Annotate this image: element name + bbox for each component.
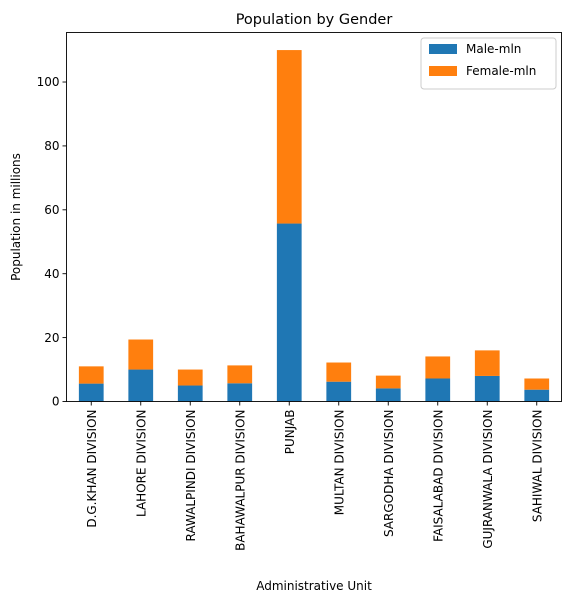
y-tick-label: 100 — [37, 75, 60, 89]
bar-female-7 — [425, 356, 451, 379]
y-tick-label: 40 — [44, 267, 59, 281]
bar-male-0 — [78, 383, 104, 402]
bar-male-6 — [375, 388, 401, 402]
legend-swatch-female — [429, 66, 457, 76]
x-tick-label: MULTAN DIVISION — [332, 410, 346, 516]
x-tick-label: BAHAWALPUR DIVISION — [233, 410, 247, 551]
bar-female-2 — [177, 369, 203, 386]
bar-female-3 — [227, 365, 253, 384]
y-axis-title: Population in millions — [9, 153, 23, 281]
bar-female-4 — [276, 50, 302, 224]
x-axis-title: Administrative Unit — [256, 579, 372, 593]
x-tick-label: RAWALPINDI DIVISION — [184, 410, 198, 542]
legend-swatch-male — [429, 44, 457, 54]
y-tick-label: 80 — [44, 139, 59, 153]
bar-male-4 — [276, 223, 302, 402]
bar-female-9 — [524, 378, 550, 390]
legend: Male-mln Female-mln — [420, 37, 557, 90]
bar-female-5 — [326, 362, 352, 382]
bar-male-1 — [128, 369, 154, 402]
y-axis: 0 20 40 60 80 100 — [37, 75, 67, 409]
y-tick-label: 0 — [52, 395, 60, 409]
bar-male-9 — [524, 389, 550, 402]
x-tick-label: PUNJAB — [283, 410, 297, 455]
bar-female-8 — [474, 350, 500, 376]
plot-frame — [66, 32, 562, 402]
bar-female-0 — [78, 366, 104, 384]
x-tick-label: D.G.KHAN DIVISION — [85, 410, 99, 528]
chart-title: Population by Gender — [236, 12, 393, 28]
x-tick-label: GUJRANWALA DIVISION — [481, 410, 495, 549]
x-tick-label: FAISALABAD DIVISION — [431, 410, 445, 542]
x-axis: D.G.KHAN DIVISION LAHORE DIVISION RAWALPIN… — [85, 401, 544, 551]
bar-male-5 — [326, 381, 352, 402]
x-tick-label: SARGODHA DIVISION — [382, 410, 396, 538]
bars-layer — [78, 50, 550, 402]
bar-female-1 — [128, 339, 154, 370]
bar-male-7 — [425, 378, 451, 402]
bar-female-6 — [375, 375, 401, 389]
x-tick-label: SAHIWAL DIVISION — [530, 410, 544, 523]
y-tick-label: 20 — [44, 331, 59, 345]
y-tick-label: 60 — [44, 203, 59, 217]
bar-male-2 — [177, 385, 203, 402]
bar-male-8 — [474, 375, 500, 402]
x-tick-label: LAHORE DIVISION — [134, 410, 148, 517]
legend-label-female: Female-mln — [466, 64, 536, 78]
legend-label-male: Male-mln — [466, 42, 521, 56]
bar-male-3 — [227, 383, 253, 402]
